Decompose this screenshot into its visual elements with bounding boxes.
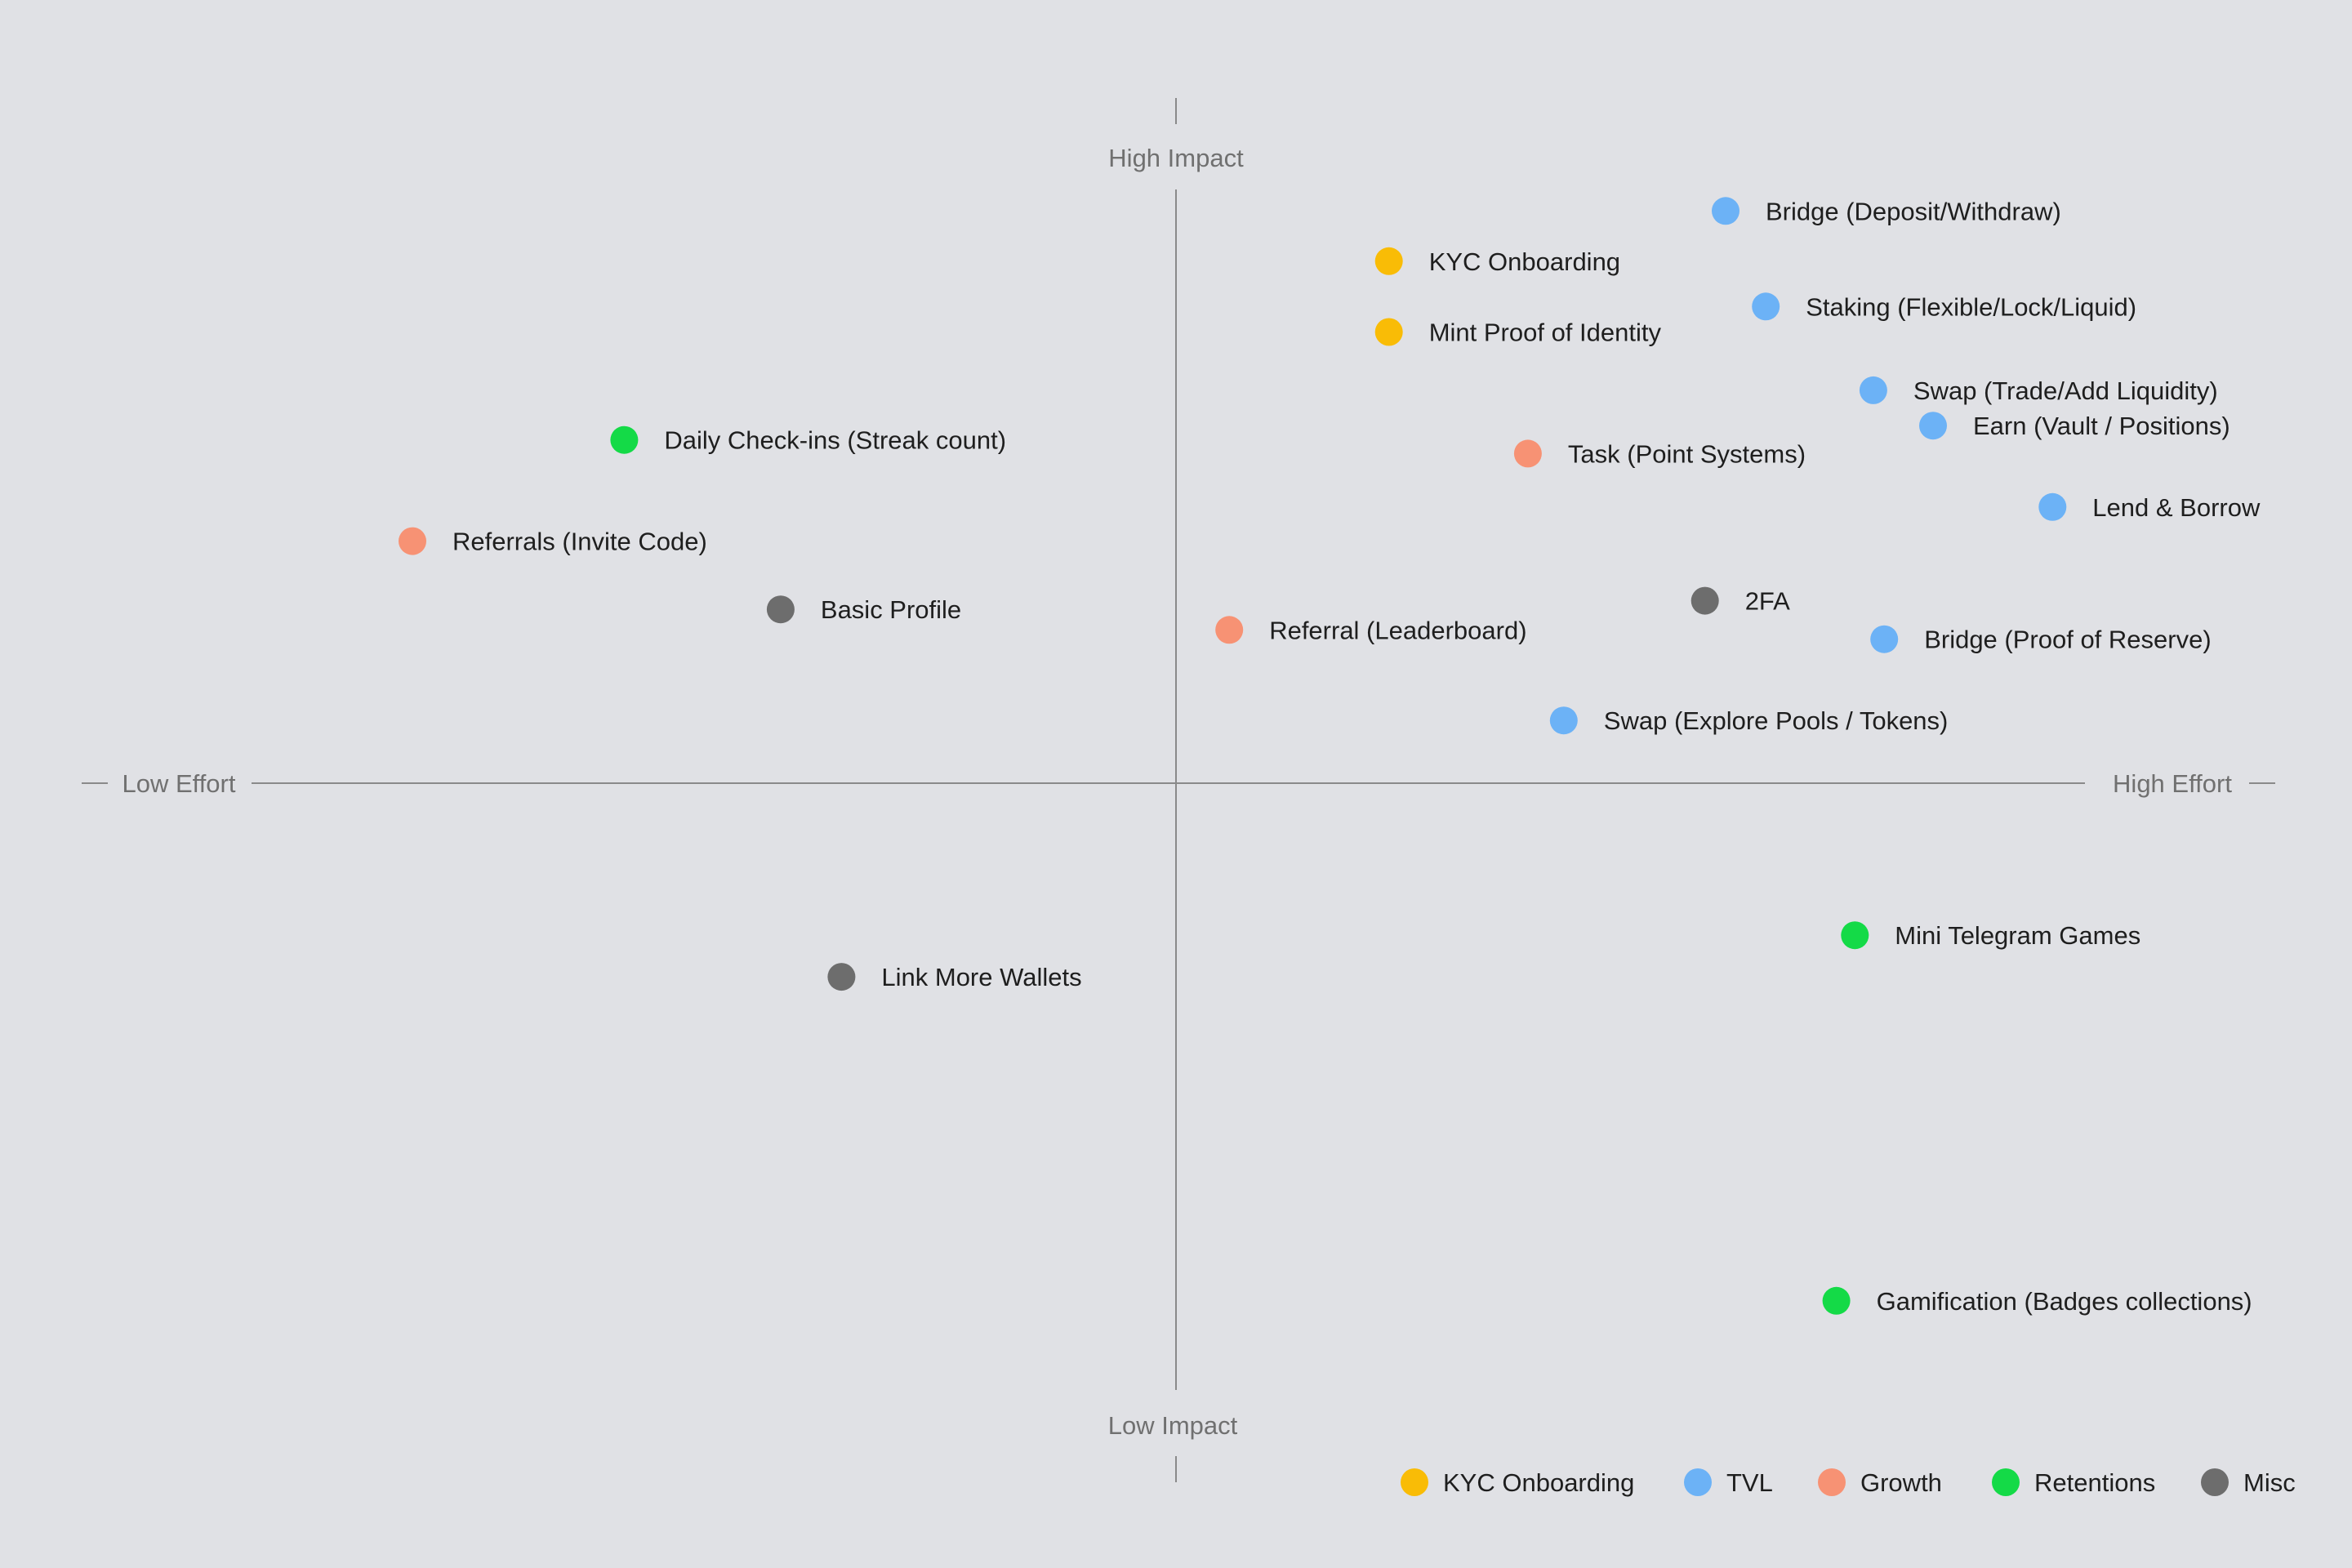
legend-label: KYC Onboarding	[1443, 1468, 1634, 1497]
legend-swatch	[1992, 1468, 2020, 1496]
legend-label: TVL	[1726, 1468, 1773, 1497]
legend-swatch	[1401, 1468, 1428, 1496]
data-point-dot	[1549, 706, 1578, 735]
legend-swatch	[2201, 1468, 2229, 1496]
data-point-dot	[2038, 492, 2067, 521]
data-point-label: Link More Wallets	[881, 963, 1081, 991]
data-point: 2FA	[1690, 586, 1790, 616]
legend-label: Retentions	[2034, 1468, 2155, 1497]
legend-swatch	[1684, 1468, 1712, 1496]
data-point: KYC Onboarding	[1374, 247, 1620, 276]
data-point: Bridge (Deposit/Withdraw)	[1712, 197, 2061, 225]
data-points: Bridge (Deposit/Withdraw) KYC Onboarding S…	[399, 197, 2261, 1316]
legend: KYC Onboarding TVL Growth Retentions Misc	[1401, 1468, 2296, 1497]
data-point: Task (Point Systems)	[1513, 439, 1806, 468]
data-point: Referrals (Invite Code)	[399, 527, 707, 556]
data-point-dot	[1215, 616, 1244, 644]
data-point-label: Task (Point Systems)	[1568, 439, 1806, 468]
data-point: Basic Profile	[766, 595, 961, 624]
data-point: Gamification (Badges collections)	[1822, 1286, 2252, 1316]
legend-item: Misc	[2201, 1468, 2296, 1497]
x-axis-low-label: Low Effort	[122, 769, 235, 798]
data-point-dot	[1374, 247, 1403, 275]
data-point: Staking (Flexible/Lock/Liquid)	[1752, 292, 2136, 321]
data-point: Referral (Leaderboard)	[1215, 616, 1527, 644]
data-point-dot	[399, 527, 426, 555]
legend-item: TVL	[1684, 1468, 1773, 1497]
data-point-label: Basic Profile	[821, 595, 961, 624]
data-point-dot	[827, 963, 856, 991]
data-point-label: Daily Check-ins (Streak count)	[664, 426, 1006, 455]
data-point-dot	[1870, 625, 1899, 653]
data-point: Swap (Explore Pools / Tokens)	[1549, 706, 1949, 735]
data-point-label: Mint Proof of Identity	[1429, 318, 1662, 347]
data-point-label: KYC Onboarding	[1429, 247, 1620, 276]
data-point-dot	[1690, 586, 1719, 615]
data-point-dot	[1841, 921, 1869, 950]
data-point-label: Earn (Vault / Positions)	[1973, 412, 2230, 440]
data-point: Lend & Borrow	[2038, 492, 2261, 522]
data-point: Swap (Trade/Add Liquidity)	[1859, 376, 2218, 405]
data-point-label: Referral (Leaderboard)	[1269, 616, 1526, 644]
legend-item: Retentions	[1992, 1468, 2155, 1497]
y-axis-low-label: Low Impact	[1108, 1411, 1238, 1440]
x-axis-high-label: High Effort	[2113, 769, 2232, 798]
data-point-label: Mini Telegram Games	[1895, 921, 2140, 950]
data-point-label: Referrals (Invite Code)	[452, 528, 707, 556]
data-point-dot	[1859, 376, 1887, 404]
data-point-dot	[1513, 439, 1542, 468]
legend-label: Growth	[1860, 1468, 1942, 1497]
data-point-dot	[610, 425, 639, 454]
data-point-label: Lend & Borrow	[2092, 493, 2261, 522]
data-point-label: Swap (Explore Pools / Tokens)	[1604, 706, 1949, 735]
data-point: Bridge (Proof of Reserve)	[1870, 625, 2212, 654]
data-point-label: Gamification (Badges collections)	[1877, 1287, 2252, 1316]
legend-label: Misc	[2243, 1468, 2296, 1497]
legend-item: Growth	[1818, 1468, 1942, 1497]
data-point-dot	[1712, 197, 1740, 225]
data-point-dot	[1374, 318, 1403, 346]
data-point: Daily Check-ins (Streak count)	[610, 425, 1006, 455]
data-point-label: 2FA	[1745, 587, 1790, 616]
data-point: Earn (Vault / Positions)	[1919, 412, 2230, 440]
data-point-label: Bridge (Deposit/Withdraw)	[1766, 197, 2061, 225]
data-point-dot	[766, 595, 795, 624]
data-point: Link More Wallets	[827, 963, 1082, 991]
data-point-dot	[1822, 1286, 1851, 1315]
data-point-label: Staking (Flexible/Lock/Liquid)	[1806, 292, 2136, 321]
data-point-label: Bridge (Proof of Reserve)	[1924, 626, 2211, 654]
data-point: Mint Proof of Identity	[1374, 318, 1662, 347]
y-axis-high-label: High Impact	[1108, 144, 1244, 172]
legend-item: KYC Onboarding	[1401, 1468, 1634, 1497]
data-point-dot	[1919, 412, 1947, 440]
data-point-dot	[1752, 292, 1780, 321]
data-point-label: Swap (Trade/Add Liquidity)	[1913, 376, 2218, 405]
legend-swatch	[1818, 1468, 1846, 1496]
data-point: Mini Telegram Games	[1841, 921, 2140, 950]
